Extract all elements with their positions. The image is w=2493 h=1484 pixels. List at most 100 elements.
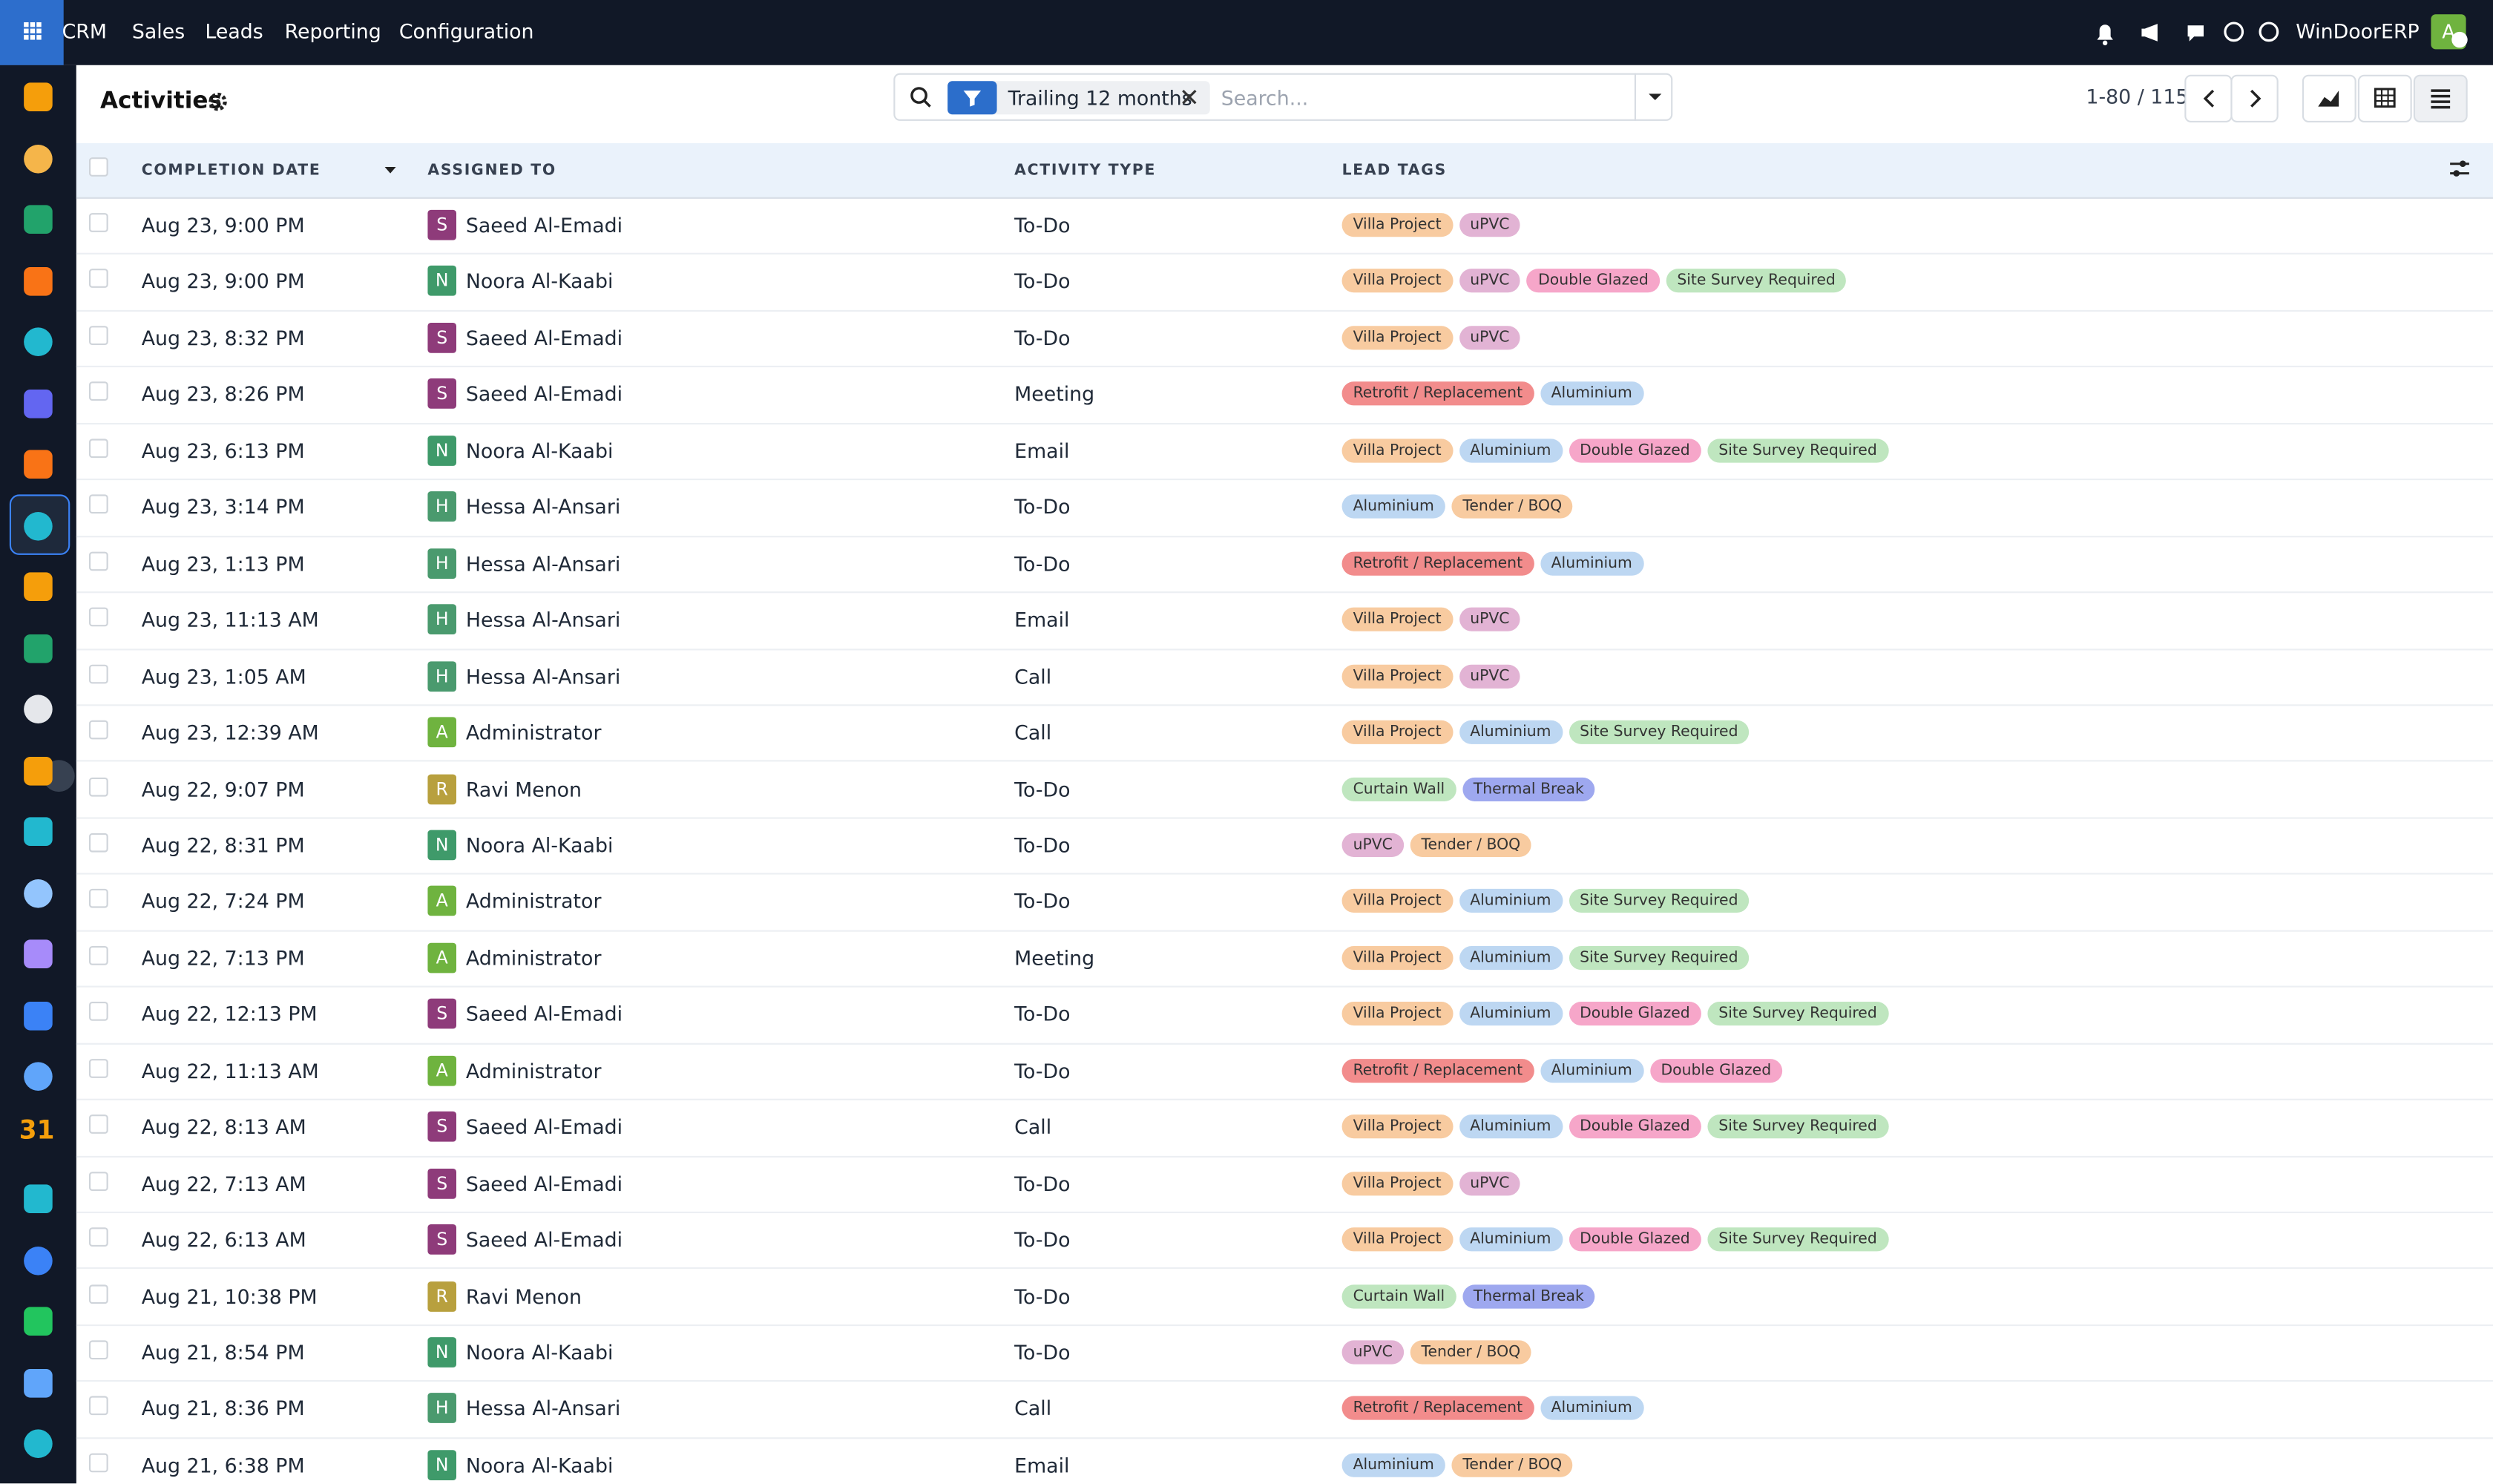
- table-row[interactable]: Aug 23, 8:32 PM S Saeed Al-Emadi To-Do Villa…: [76, 310, 2493, 368]
- table-row[interactable]: Aug 22, 8:31 PM N Noora Al-Kaabi To-Do uPVC T…: [76, 817, 2493, 876]
- app-icon[interactable]: [24, 1245, 53, 1275]
- app-icon[interactable]: [24, 817, 53, 846]
- table-row[interactable]: Aug 22, 7:13 AM S Saeed Al-Emadi To-Do Villa…: [76, 1155, 2493, 1214]
- table-row[interactable]: Aug 23, 11:13 AM H Hessa Al-Ansari Email Vil…: [76, 591, 2493, 650]
- table-row[interactable]: Aug 22, 7:13 PM A Administrator Meeting Vill…: [76, 930, 2493, 988]
- app-icon[interactable]: [24, 572, 53, 601]
- menu-item[interactable]: Reporting: [284, 19, 381, 43]
- menu-item[interactable]: Leads: [205, 19, 263, 43]
- app-icon[interactable]: [24, 1184, 53, 1213]
- row-checkbox[interactable]: [89, 1396, 108, 1416]
- app-icon[interactable]: [24, 82, 53, 111]
- table-row[interactable]: Aug 23, 1:05 AM H Hessa Al-Ansari Call Villa…: [76, 648, 2493, 706]
- row-checkbox[interactable]: [89, 551, 108, 571]
- row-checkbox[interactable]: [89, 607, 108, 627]
- app-icon[interactable]: [24, 695, 53, 723]
- pager-previous[interactable]: [2184, 74, 2233, 122]
- pager-next[interactable]: [2230, 74, 2279, 122]
- row-checkbox[interactable]: [89, 1453, 108, 1473]
- app-icon[interactable]: [24, 878, 53, 907]
- table-row[interactable]: Aug 23, 1:13 PM H Hessa Al-Ansari To-Do Retr…: [76, 535, 2493, 594]
- pager-value[interactable]: 1-80 / 115: [2086, 84, 2189, 108]
- list-view[interactable]: [2413, 74, 2468, 122]
- graph-view[interactable]: [2302, 74, 2356, 122]
- table-row[interactable]: Aug 21, 10:38 PM R Ravi Menon To-Do Curtain …: [76, 1268, 2493, 1327]
- column-header[interactable]: LEAD TAGS: [1341, 162, 1448, 180]
- app-icon[interactable]: [24, 143, 53, 173]
- app-icon[interactable]: [24, 1000, 53, 1030]
- row-checkbox[interactable]: [89, 213, 108, 232]
- table-row[interactable]: Aug 22, 8:13 AM S Saeed Al-Emadi Call Villa …: [76, 1099, 2493, 1158]
- menu-item[interactable]: Sales: [131, 19, 185, 43]
- lead-tags: Villa Project uPVC: [1341, 607, 1521, 632]
- table-row[interactable]: Aug 22, 6:13 AM S Saeed Al-Emadi To-Do Villa…: [76, 1212, 2493, 1270]
- company-name[interactable]: WinDoorERP: [2296, 19, 2420, 43]
- column-header[interactable]: ASSIGNED TO: [427, 162, 556, 180]
- apps-button[interactable]: [0, 0, 64, 65]
- column-header[interactable]: COMPLETION DATE: [141, 162, 321, 180]
- row-checkbox[interactable]: [89, 720, 108, 740]
- activity-type: To-Do: [1014, 269, 1071, 294]
- table-row[interactable]: Aug 23, 9:00 PM S Saeed Al-Emadi To-Do Villa…: [76, 197, 2493, 255]
- systray-icons[interactable]: [2092, 19, 2283, 48]
- menu-item[interactable]: Configuration: [398, 19, 534, 43]
- completion-date: Aug 23, 9:00 PM: [141, 269, 305, 294]
- tag: Curtain Wall: [1341, 1284, 1456, 1308]
- app-icon[interactable]: [24, 939, 53, 968]
- column-header[interactable]: ACTIVITY TYPE: [1014, 162, 1157, 180]
- app-icon[interactable]: [24, 1429, 53, 1458]
- row-checkbox[interactable]: [89, 382, 108, 401]
- chevron-left: [2203, 89, 2215, 108]
- row-checkbox[interactable]: [89, 833, 108, 853]
- row-checkbox[interactable]: [89, 1058, 108, 1078]
- app-icon[interactable]: [24, 205, 53, 234]
- row-checkbox[interactable]: [89, 438, 108, 458]
- table-row[interactable]: Aug 21, 8:36 PM H Hessa Al-Ansari Call Retro…: [76, 1381, 2493, 1439]
- app-icon[interactable]: [24, 510, 53, 540]
- row-checkbox[interactable]: [89, 326, 108, 345]
- table-row[interactable]: Aug 21, 8:54 PM N Noora Al-Kaabi To-Do uPVC T…: [76, 1324, 2493, 1382]
- menu-item[interactable]: CRM: [62, 19, 108, 43]
- table-row[interactable]: Aug 23, 12:39 AM A Administrator Call Villa …: [76, 704, 2493, 763]
- table-row[interactable]: Aug 22, 12:13 PM S Saeed Al-Emadi To-Do Vill…: [76, 986, 2493, 1045]
- table-row[interactable]: Aug 23, 8:26 PM S Saeed Al-Emadi Meeting Ret…: [76, 367, 2493, 424]
- row-checkbox[interactable]: [89, 494, 108, 514]
- assigned-to: Hessa Al-Ansari: [465, 607, 621, 632]
- table-row[interactable]: Aug 22, 7:24 PM A Administrator To-Do Villa …: [76, 873, 2493, 932]
- remove-filter[interactable]: [1181, 89, 1197, 105]
- table-row[interactable]: Aug 23, 6:13 PM N Noora Al-Kaabi Email Villa…: [76, 423, 2493, 481]
- search-icon: [910, 87, 931, 108]
- row-checkbox[interactable]: [89, 1284, 108, 1304]
- row-checkbox[interactable]: [89, 1227, 108, 1247]
- app-icon[interactable]: [24, 1368, 53, 1397]
- app-icon[interactable]: [24, 1062, 53, 1091]
- row-checkbox[interactable]: [89, 1002, 108, 1022]
- optional-columns[interactable]: [2448, 157, 2471, 180]
- search-dropdown[interactable]: [1634, 73, 1675, 121]
- row-checkbox[interactable]: [89, 776, 108, 796]
- calendar-icon[interactable]: 31: [19, 1114, 55, 1145]
- table-row[interactable]: Aug 22, 11:13 AM A Administrator To-Do Retro…: [76, 1043, 2493, 1101]
- table-row[interactable]: Aug 23, 3:14 PM H Hessa Al-Ansari To-Do Alum…: [76, 479, 2493, 537]
- app-icon[interactable]: [24, 450, 53, 479]
- search-box[interactable]: [893, 73, 1673, 121]
- table-row[interactable]: Aug 23, 9:00 PM N Noora Al-Kaabi To-Do Villa…: [76, 254, 2493, 312]
- table-row[interactable]: Aug 21, 6:38 PM N Noora Al-Kaabi Email Alumi…: [76, 1437, 2493, 1484]
- row-checkbox[interactable]: [89, 1171, 108, 1191]
- app-icon[interactable]: [24, 633, 53, 663]
- row-checkbox[interactable]: [89, 1114, 108, 1135]
- table-row[interactable]: Aug 22, 9:07 PM R Ravi Menon To-Do Curtain W…: [76, 761, 2493, 819]
- app-icon[interactable]: [24, 327, 53, 356]
- settings-icon[interactable]: [208, 92, 228, 111]
- app-icon[interactable]: [24, 1307, 53, 1336]
- row-checkbox[interactable]: [89, 889, 108, 909]
- row-checkbox[interactable]: [89, 1340, 108, 1360]
- select-all-checkbox[interactable]: [89, 157, 108, 177]
- row-checkbox[interactable]: [89, 663, 108, 683]
- app-icon[interactable]: [24, 388, 53, 418]
- app-icon[interactable]: [24, 266, 53, 295]
- pivot-view[interactable]: [2357, 74, 2412, 122]
- row-checkbox[interactable]: [89, 945, 108, 965]
- app-icon[interactable]: [24, 755, 53, 785]
- row-checkbox[interactable]: [89, 269, 108, 289]
